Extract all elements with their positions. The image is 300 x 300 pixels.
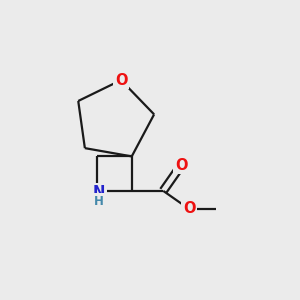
Text: N: N <box>93 185 105 200</box>
Text: H: H <box>94 195 104 208</box>
Text: O: O <box>175 158 188 172</box>
Text: O: O <box>115 73 127 88</box>
Text: O: O <box>183 202 195 217</box>
